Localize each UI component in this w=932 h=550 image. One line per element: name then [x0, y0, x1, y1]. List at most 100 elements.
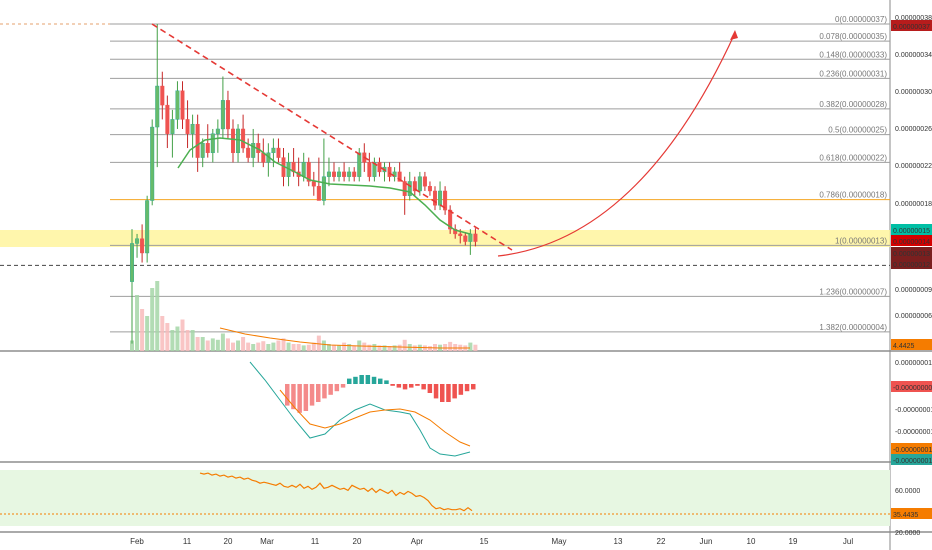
macd-tick: -0.00000001 [895, 429, 932, 436]
fib-label: 1.382(0.00000004) [819, 323, 887, 332]
candle-body [185, 119, 190, 134]
macd-tag: -0.00000000 [893, 385, 932, 392]
volume-bar [220, 333, 225, 351]
volume-bar [205, 340, 210, 351]
volume-bar [215, 339, 220, 351]
fib-label: 0.382(0.00000028) [819, 100, 887, 109]
candle-body [155, 85, 160, 128]
macd-bar [365, 375, 371, 384]
volume-bar [195, 337, 200, 351]
candle-body [236, 128, 241, 154]
macd-bar [409, 384, 414, 388]
price-tag-bg [891, 20, 932, 31]
volume-bar [140, 309, 145, 351]
volume-bar [231, 342, 235, 351]
macd-bar [440, 384, 445, 402]
macd-bar [402, 384, 408, 390]
candle-body [332, 171, 337, 177]
fib-label: 0(0.00000037) [835, 15, 887, 24]
candle-body [276, 147, 281, 158]
price-tag-bg [891, 235, 932, 246]
candle-body [463, 235, 468, 242]
price-tags: 0.00000037 0.00000015 0.00000014 0.00000013… [891, 20, 932, 519]
volume-bar [170, 330, 175, 351]
macd-bar [446, 384, 451, 402]
candle-body [337, 171, 342, 177]
price-tick: 0.00000038 [895, 15, 932, 22]
volume-bar [448, 341, 453, 351]
volume-bar [145, 316, 150, 351]
macd-bar [334, 384, 340, 392]
price-tag: 0.00000037 [893, 24, 930, 31]
macd-bar [291, 384, 296, 410]
volume-bar [256, 342, 261, 351]
volume-bar [276, 340, 281, 351]
macd-bar [464, 384, 470, 392]
candle-body [352, 171, 357, 177]
fib-label: 0.078(0.00000035) [819, 32, 887, 41]
candle-body [160, 85, 165, 106]
macd-tick: 0.00000001 [895, 360, 932, 367]
macd-bar [421, 384, 426, 390]
candle-body [170, 119, 175, 134]
rsi-line [199, 472, 473, 512]
downtrend-line [151, 23, 513, 251]
candle-body [129, 243, 134, 282]
price-tag: 0.00000013 [893, 251, 930, 258]
volume-bar [251, 344, 256, 351]
volume-bar [286, 342, 291, 351]
volume-tag-bg [891, 339, 932, 350]
time-tick: 13 [614, 537, 623, 546]
volume-bar [135, 295, 140, 351]
volume-bar [306, 344, 311, 351]
time-tick: Feb [130, 537, 144, 546]
macd-line [249, 361, 471, 457]
fib-label: 0.148(0.00000033) [819, 50, 887, 59]
time-tick: 11 [183, 537, 192, 546]
candle-body [135, 238, 140, 244]
time-tick: 10 [747, 537, 756, 546]
volume-bar [150, 288, 155, 351]
time-tick: Jul [843, 537, 853, 546]
macd-bar [452, 384, 457, 399]
volume-bar [427, 346, 432, 351]
volume-bar [326, 344, 331, 351]
candle-body [326, 171, 331, 177]
candle-body [438, 190, 443, 206]
candle-body [241, 128, 246, 149]
volume-bar [155, 281, 160, 351]
macd-tag-bg [891, 454, 932, 465]
volume-bar [387, 346, 392, 351]
fib-label: 1(0.00000013) [835, 236, 887, 245]
time-tick: 19 [789, 537, 798, 546]
candle-body [246, 147, 251, 158]
price-tag: 0.00000012 [893, 262, 930, 269]
candle-body [453, 228, 458, 235]
candle-body [321, 176, 326, 201]
volume-bar [225, 338, 230, 351]
candle-body [205, 143, 210, 154]
candle-body [200, 143, 205, 158]
candle-body [311, 181, 316, 187]
candle-body [251, 143, 256, 158]
volume-bar [468, 342, 473, 351]
volume-bar [185, 330, 190, 351]
fib-label: 0.618(0.00000022) [819, 153, 887, 162]
candle-body [145, 200, 150, 254]
macd-histogram [285, 375, 476, 413]
macd-bar [433, 384, 439, 399]
macd-bar [427, 384, 433, 393]
volume-bar [281, 338, 286, 351]
candle-body [342, 171, 347, 177]
rsi-tick: 20.0000 [895, 530, 920, 537]
volume-bar [342, 342, 347, 351]
fib-label: 0.5(0.00000025) [828, 126, 887, 135]
candle-body [271, 147, 276, 154]
volume-bar [311, 342, 316, 351]
volume-bar [200, 337, 205, 351]
time-tick: 15 [480, 537, 489, 546]
volume-bar [160, 316, 165, 351]
support-zone [0, 230, 890, 247]
volume-bar [422, 345, 427, 351]
fib-label: 0.236(0.00000031) [819, 69, 887, 78]
